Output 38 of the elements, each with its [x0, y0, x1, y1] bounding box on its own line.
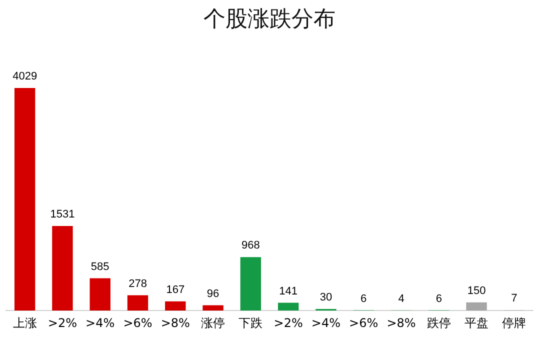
x-tick-label: >8% — [160, 316, 190, 330]
x-tick-label: >8% — [386, 316, 416, 330]
bar — [14, 88, 36, 311]
x-tick-label: >2% — [274, 316, 303, 330]
data-label: 6 — [360, 292, 367, 305]
data-label: 141 — [279, 285, 298, 298]
x-tick-label: 上涨 — [12, 316, 37, 330]
data-label: 6 — [436, 292, 442, 305]
data-label: 1531 — [50, 208, 75, 221]
bar — [278, 302, 299, 311]
bar — [52, 226, 73, 311]
bar — [466, 302, 487, 311]
x-tick-label: 停牌 — [502, 316, 526, 330]
data-label: 30 — [320, 291, 332, 304]
bar — [165, 301, 186, 311]
data-label: 150 — [467, 284, 486, 297]
data-label: 278 — [128, 278, 147, 290]
data-label: 585 — [90, 260, 110, 273]
x-tick-label: 涨停 — [201, 316, 226, 330]
bar — [202, 305, 224, 311]
x-tick-label: >6% — [349, 316, 378, 330]
bar — [90, 278, 110, 311]
x-tick-label: >4% — [86, 316, 115, 330]
x-tick-label: 跌停 — [426, 316, 451, 330]
data-label: 167 — [166, 284, 185, 296]
x-tick-label: >6% — [123, 316, 152, 330]
x-tick-label: >4% — [311, 316, 341, 330]
data-label: 4 — [398, 292, 404, 305]
data-label: 4029 — [12, 70, 38, 83]
x-tick-label: 下跌 — [238, 316, 263, 330]
bar — [240, 257, 262, 311]
data-label: 96 — [206, 288, 220, 300]
data-label: 7 — [511, 292, 518, 305]
data-label: 968 — [242, 240, 260, 252]
x-tick-label: >2% — [48, 316, 78, 330]
chart-title: 个股涨跌分布 — [202, 6, 336, 34]
bar — [127, 295, 148, 311]
x-tick-label: 平盘 — [464, 316, 489, 330]
